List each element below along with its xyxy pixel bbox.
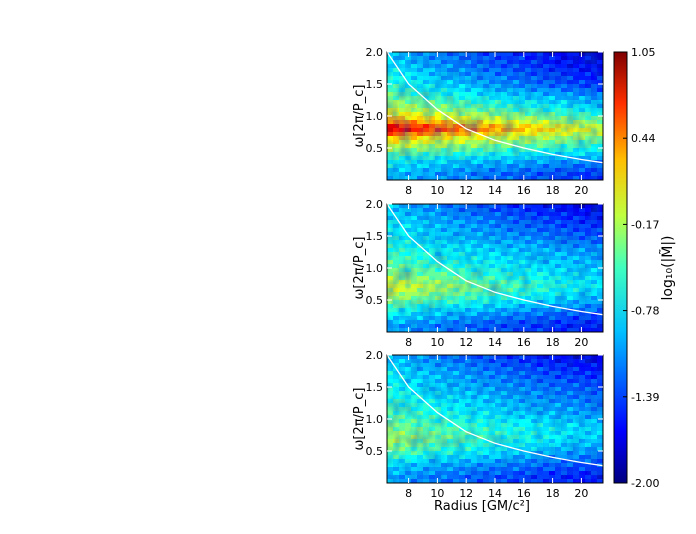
heatmap-texture-bottom (387, 355, 603, 483)
x-tick-label: 10 (430, 184, 444, 197)
x-tick-label: 14 (488, 336, 502, 349)
panel-top: 8 10 12 14 16 18 20 0.5 1.0 1.5 2.0 ω[2π/P_c] (352, 46, 604, 197)
curve-middle (386, 203, 604, 316)
xticks-top: 8 10 12 14 16 18 20 (405, 52, 588, 197)
y-tick-label: 1.5 (366, 381, 384, 394)
heatmap-texture-middle (387, 204, 603, 332)
x-tick-label: 16 (517, 184, 531, 197)
y-tick-label: 1.0 (366, 110, 384, 123)
colorbar-tick-label: -0.78 (631, 305, 659, 318)
colorbar-tick-label: -0.17 (631, 218, 659, 231)
y-tick-label: 1.0 (366, 262, 384, 275)
x-tick-label: 14 (488, 184, 502, 197)
xlabel-bottom: Radius [GM/c²] (434, 499, 530, 514)
ylabel-bottom: ω[2π/P_c] (352, 388, 367, 451)
panel-middle: 8 10 12 14 16 18 20 0.5 1.0 1.5 2.0 ω[2π/P_c] (352, 198, 604, 349)
x-tick-label: 12 (459, 184, 473, 197)
x-tick-label: 14 (488, 487, 502, 500)
x-tick-label: 12 (459, 336, 473, 349)
x-tick-label: 16 (517, 336, 531, 349)
curve-bottom (386, 354, 604, 467)
colorbar: 1.05 0.44 -0.17 -0.78 -1.39 -2.00 log₁₀(|M̃|) (613, 46, 676, 490)
y-tick-label: 0.5 (366, 142, 384, 155)
colorbar-tick-label: 0.44 (631, 132, 656, 145)
colorbar-gradient (613, 51, 628, 484)
y-tick-label: 0.5 (366, 445, 384, 458)
x-tick-label: 10 (430, 487, 444, 500)
x-tick-label: 20 (574, 336, 588, 349)
x-tick-label: 8 (405, 487, 412, 500)
y-tick-label: 1.5 (366, 230, 384, 243)
x-tick-label: 8 (405, 336, 412, 349)
xticks-bottom: 8 10 12 14 16 18 20 (405, 355, 588, 500)
y-tick-label: 2.0 (366, 198, 384, 211)
ylabel-top: ω[2π/P_c] (352, 85, 367, 148)
y-tick-label: 2.0 (366, 46, 384, 59)
colorbar-tick-label: 1.05 (631, 46, 656, 59)
yticks-middle: 0.5 1.0 1.5 2.0 (366, 198, 603, 307)
panel-bottom: 8 10 12 14 16 18 20 0.5 1.0 1.5 2.0 ω[2π/P_c] Rad… (352, 349, 604, 514)
x-tick-label: 18 (546, 487, 560, 500)
y-tick-label: 2.0 (366, 349, 384, 362)
curve-top (386, 51, 604, 164)
x-tick-label: 20 (574, 184, 588, 197)
yticks-bottom: 0.5 1.0 1.5 2.0 (366, 349, 603, 458)
yticks-top: 0.5 1.0 1.5 2.0 (366, 46, 603, 155)
heatmap-texture-top (387, 52, 603, 180)
colorbar-label: log₁₀(|M̃|) (659, 235, 676, 300)
x-tick-label: 8 (405, 184, 412, 197)
x-tick-label: 12 (459, 487, 473, 500)
y-tick-label: 1.0 (366, 413, 384, 426)
x-tick-label: 20 (574, 487, 588, 500)
y-tick-label: 1.5 (366, 78, 384, 91)
colorbar-tick-label: -1.39 (631, 391, 659, 404)
colorbar-tick-label: -2.00 (631, 477, 659, 490)
x-tick-label: 10 (430, 336, 444, 349)
x-tick-label: 18 (546, 336, 560, 349)
ylabel-middle: ω[2π/P_c] (352, 237, 367, 300)
x-tick-label: 16 (517, 487, 531, 500)
y-tick-label: 0.5 (366, 294, 384, 307)
x-tick-label: 18 (546, 184, 560, 197)
xticks-middle: 8 10 12 14 16 18 20 (405, 204, 588, 349)
colorbar-ticks: 1.05 0.44 -0.17 -0.78 -1.39 -2.00 (623, 46, 659, 490)
